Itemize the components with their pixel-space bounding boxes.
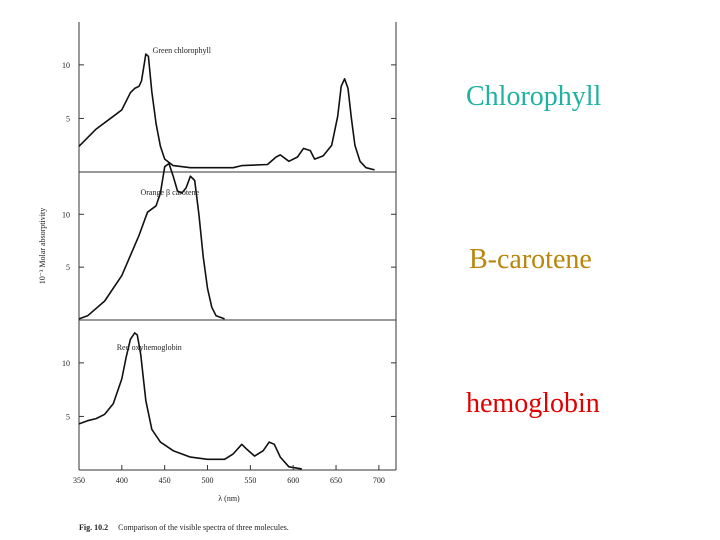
figure-caption-prefix: Fig. 10.2 xyxy=(79,523,108,532)
chlorophyll-label: Chlorophyll xyxy=(466,81,602,112)
x-tick-label: 550 xyxy=(244,476,256,485)
series-line xyxy=(78,53,375,171)
series-line xyxy=(78,162,225,320)
x-tick-label: 400 xyxy=(116,476,128,485)
y-tick-label: 5 xyxy=(66,412,70,421)
series-line xyxy=(78,332,302,470)
x-axis-label: λ (nm) xyxy=(218,494,240,503)
carotene-label: B-carotene xyxy=(469,244,592,275)
panel: 5 10 Green chlorophyll xyxy=(62,46,396,171)
y-tick-label: 5 xyxy=(66,114,70,123)
hemoglobin-label: hemoglobin xyxy=(466,388,600,419)
panel: 5 10 Orange β carotene xyxy=(62,162,396,320)
panel-title: Orange β carotene xyxy=(140,188,199,197)
y-tick-label: 10 xyxy=(62,61,70,70)
y-tick-label: 10 xyxy=(62,210,70,219)
y-axis-label: 10⁻³ Molar absorptivity xyxy=(38,208,47,284)
x-tick-label: 650 xyxy=(330,476,342,485)
figure-caption: Fig. 10.2 Comparison of the visible spec… xyxy=(79,523,289,532)
x-tick-label: 700 xyxy=(373,476,385,485)
panel: 5 10 Red oxyhemoglobin xyxy=(62,332,396,470)
x-axis: 350 400 450 500 550 600 650 700 xyxy=(73,465,385,485)
panel-title: Green chlorophyll xyxy=(153,46,212,55)
y-tick-label: 5 xyxy=(66,263,70,272)
x-tick-label: 600 xyxy=(287,476,299,485)
panel-title: Red oxyhemoglobin xyxy=(117,343,182,352)
y-tick-label: 10 xyxy=(62,359,70,368)
figure-caption-text: Comparison of the visible spectra of thr… xyxy=(118,523,289,532)
x-tick-label: 500 xyxy=(202,476,214,485)
chart-panels: 5 10 Green chlorophyll 5 10 Orange β carotene… xyxy=(62,46,396,470)
chart-frame xyxy=(78,22,397,471)
x-tick-label: 450 xyxy=(159,476,171,485)
x-tick-label: 350 xyxy=(73,476,85,485)
